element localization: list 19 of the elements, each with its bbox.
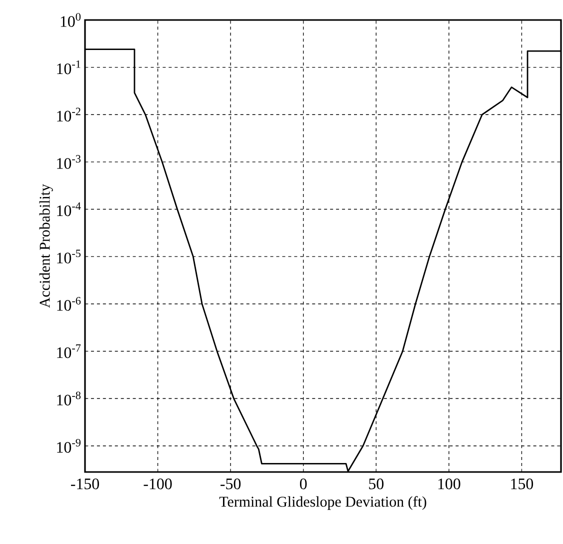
x-axis-title: Terminal Glideslope Deviation (ft) [219, 496, 426, 510]
y-tick-label: 10$^{-7}$ [57, 344, 81, 358]
x-tick-label: 100 [438, 478, 460, 490]
y-tick-label: 10$^{-9}$ [57, 438, 81, 453]
y-tick-label: 10$^{-4}$ [57, 202, 81, 216]
x-tick-label: -100 [144, 478, 172, 490]
x-tick-label: -150 [70, 478, 99, 490]
y-tick-label: 10$^{-2}$ [57, 108, 80, 122]
y-tick-label: 10$^{-8}$ [57, 392, 81, 406]
x-tick-label: 150 [511, 478, 534, 490]
y-tick-label: 10$^{0}$ [60, 13, 81, 27]
x-tick-label: 0 [300, 478, 307, 490]
y-tick-label: 10$^{-6}$ [57, 297, 81, 311]
y-axis-title: Accident Probability [39, 184, 53, 308]
x-tick-label: -50 [220, 478, 241, 490]
x-tick-label: 50 [369, 478, 384, 490]
y-tick-label: 10$^{-5}$ [57, 250, 81, 264]
y-tick-label: 10$^{-3}$ [57, 155, 81, 169]
y-tick-label: 10$^{-1}$ [57, 60, 80, 74]
